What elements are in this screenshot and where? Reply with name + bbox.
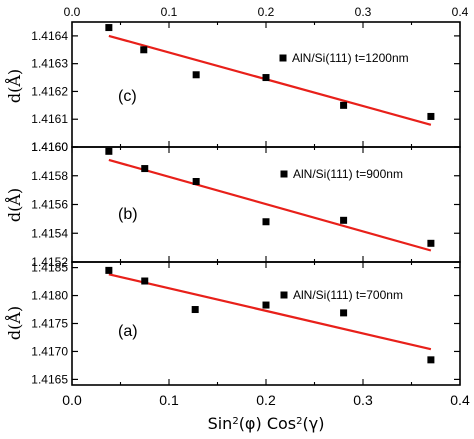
y-tick-label: 1.4160 (31, 140, 68, 154)
bottom-x-axis: 0.0 0.1 0.2 0.3 0.4 (62, 392, 470, 408)
bottom-tick-label: 0.3 (353, 392, 373, 408)
legend-marker (279, 54, 287, 62)
x-label-part: (γ) (302, 414, 324, 433)
panels-group: 1.4160 1.4161 1.4162 1.4163 1.4164 AlN/Si(111… (4, 21, 461, 386)
data-point (192, 178, 200, 185)
x-label-superscript: 2 (232, 416, 238, 427)
fit-line (108, 158, 432, 252)
y-tick-label: 1.4164 (31, 29, 68, 43)
panel-a: 1.4165 1.4170 1.4175 1.4180 1.4185 AlN/Si(111… (4, 261, 461, 386)
bottom-tick-label: 0.4 (450, 392, 470, 408)
panel-tag: (b) (118, 206, 138, 223)
y-tick-label: 1.4163 (31, 57, 68, 71)
legend-label: AlN/Si(111) t=1200nm (292, 51, 409, 65)
top-tick-label: 0.1 (161, 5, 178, 19)
data-point (141, 165, 149, 173)
x-label-superscript: 2 (296, 416, 302, 427)
panel-tag: (c) (118, 88, 137, 105)
y-tick-label: 1.4175 (31, 317, 68, 331)
panel-b: 1.4152 1.4154 1.4156 1.4158 1.4160 AlN/Si(111… (4, 140, 461, 269)
bottom-tick-label: 0.0 (62, 392, 82, 408)
y-tick-label: 1.4158 (31, 169, 68, 183)
y-tick-label: 1.4170 (31, 344, 68, 358)
panel-c: 1.4160 1.4161 1.4162 1.4163 1.4164 AlN/Si(111… (4, 21, 461, 154)
y-tick-label: 1.4160 (31, 140, 68, 154)
data-point (191, 306, 199, 314)
top-tick-label: 0.3 (355, 5, 372, 19)
data-point (427, 356, 435, 364)
data-point (105, 266, 113, 274)
y-tick-label: 1.4156 (31, 198, 68, 212)
x-label-part: (φ) Cos (239, 414, 296, 433)
y-axis-label: d(Å) (4, 188, 24, 222)
legend-label: AlN/Si(111) t=700nm (293, 288, 403, 302)
y-tick-label: 1.4162 (31, 84, 68, 98)
y-tick-label: 1.4152 (31, 255, 68, 269)
top-tick-label: 0.4 (452, 5, 469, 19)
panel-tag: (a) (118, 323, 138, 340)
data-point (262, 74, 270, 82)
legend-marker (280, 291, 288, 299)
legend-marker (280, 170, 288, 178)
fit-line (108, 34, 432, 126)
data-point (427, 239, 435, 247)
y-axis-label: d(Å) (4, 69, 24, 103)
data-point (140, 46, 148, 54)
y-tick-label: 1.4161 (31, 112, 68, 126)
data-point (340, 309, 348, 317)
data-point (192, 71, 200, 79)
y-axis-label: d(Å) (4, 306, 24, 340)
y-tick-label: 1.4185 (31, 261, 68, 275)
top-tick-label: 0.2 (258, 5, 275, 19)
data-point (340, 216, 348, 224)
x-axis-label: Sin2(φ) Cos2(γ) (208, 414, 325, 433)
top-x-axis: 0.0 0.1 0.2 0.3 0.4 (64, 5, 469, 19)
data-point (427, 112, 435, 120)
top-tick-label: 0.0 (64, 5, 81, 19)
data-point (105, 24, 113, 32)
bottom-tick-label: 0.1 (159, 392, 179, 408)
y-tick-label: 1.4180 (31, 289, 68, 303)
legend-label: AlN/Si(111) t=900nm (293, 167, 403, 181)
data-point (340, 101, 348, 109)
bottom-tick-label: 0.2 (256, 392, 276, 408)
data-point (141, 277, 149, 285)
y-tick-label: 1.4154 (31, 226, 68, 240)
data-point (105, 147, 113, 155)
data-point (262, 301, 270, 309)
x-label-part: Sin (208, 414, 233, 433)
fit-line (108, 273, 432, 351)
y-tick-label: 1.4165 (31, 372, 68, 386)
data-point (262, 218, 270, 226)
